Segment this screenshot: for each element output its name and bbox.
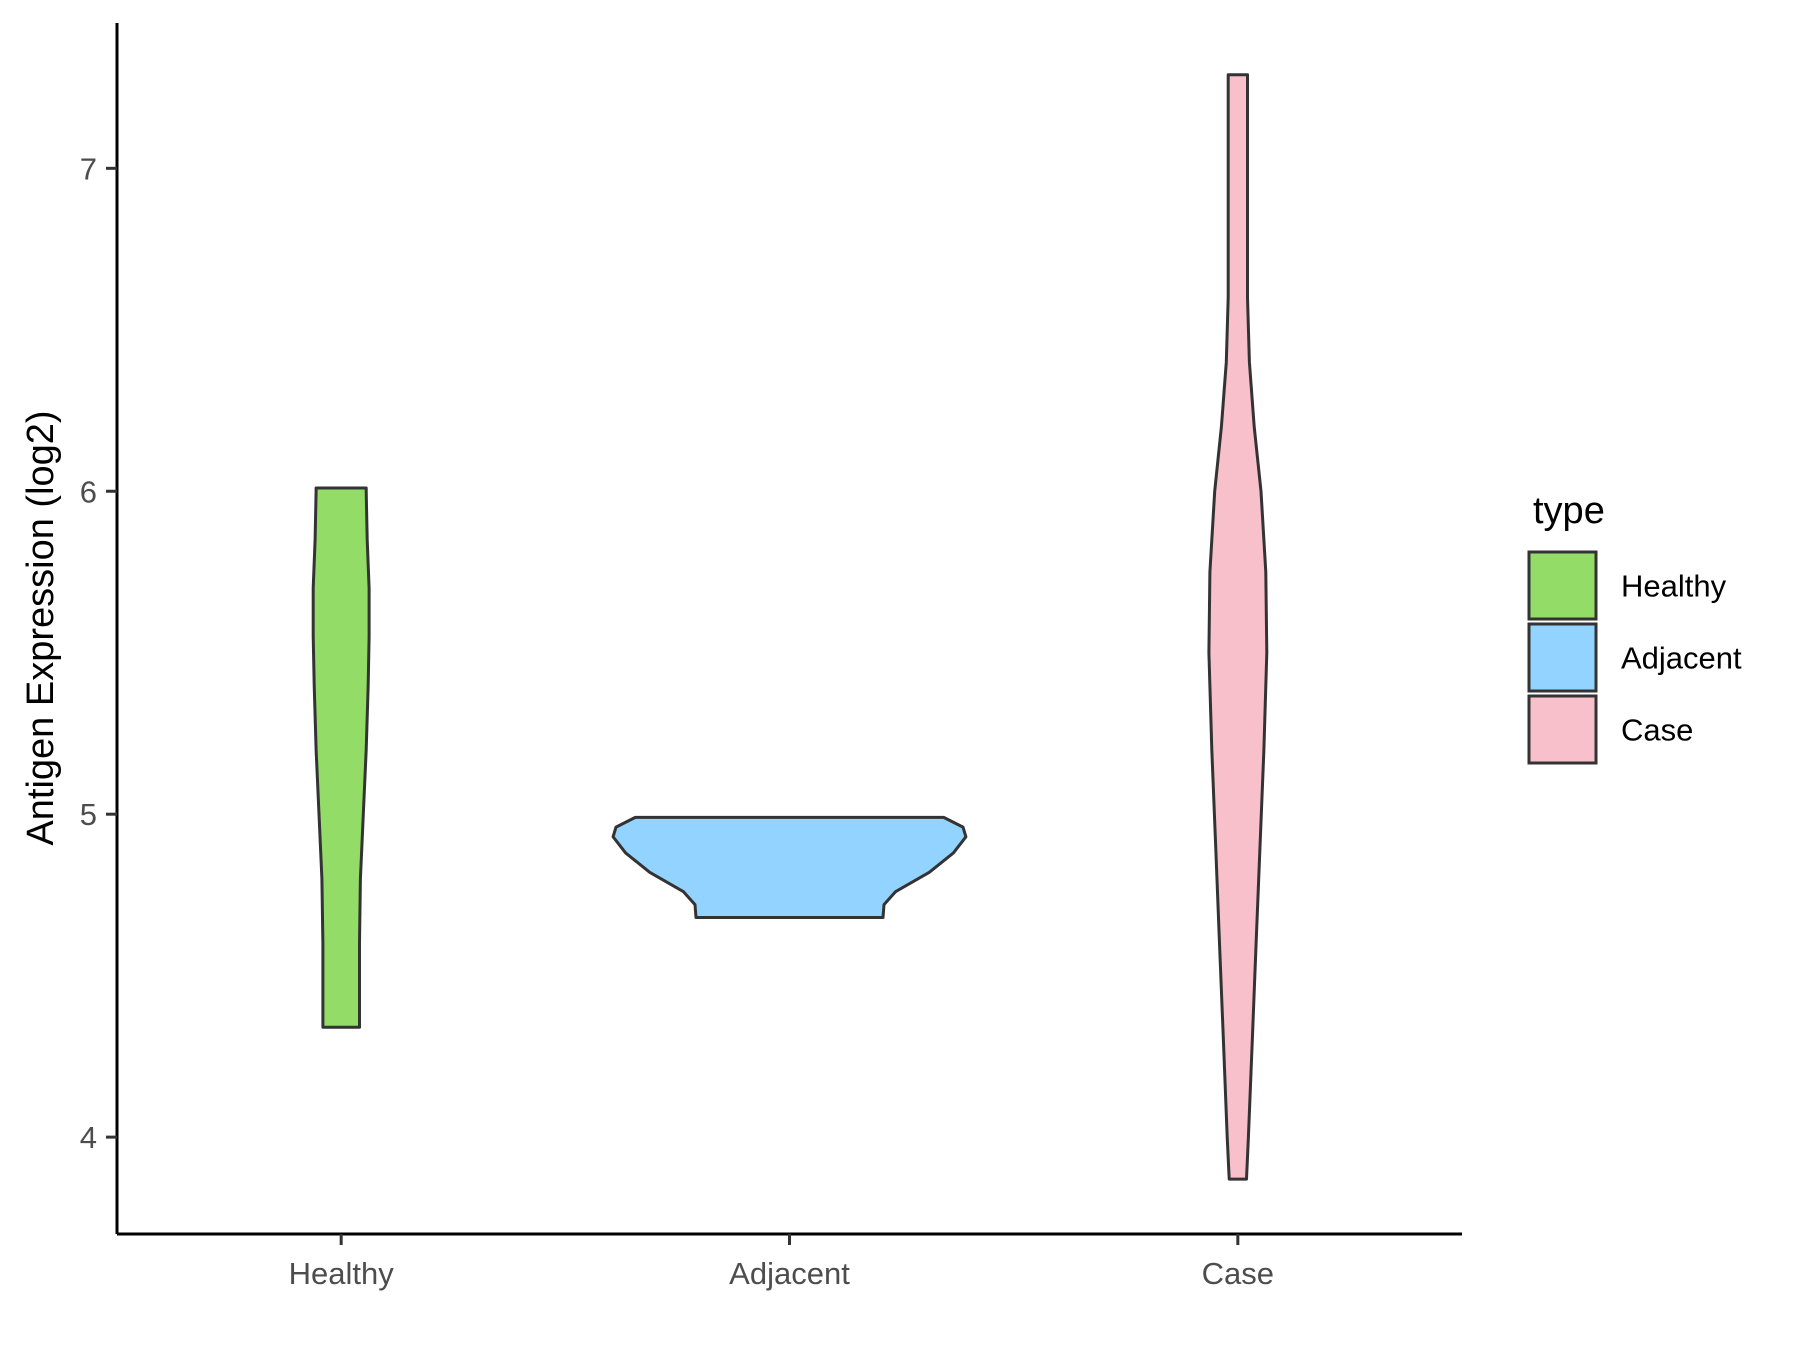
x-tick-label-case: Case bbox=[1202, 1256, 1274, 1291]
x-tick-label-adjacent: Adjacent bbox=[729, 1256, 850, 1291]
y-tick-label: 5 bbox=[80, 797, 97, 832]
y-tick-label: 4 bbox=[80, 1120, 97, 1155]
y-tick-label: 6 bbox=[80, 474, 97, 509]
y-tick-label: 7 bbox=[80, 151, 97, 186]
legend-key-healthy bbox=[1527, 550, 1598, 621]
legend-title: type bbox=[1533, 490, 1605, 532]
violin-healthy bbox=[311, 486, 371, 1029]
legend-key-adjacent bbox=[1527, 622, 1598, 693]
legend-label-case: Case bbox=[1621, 713, 1693, 748]
legend-key-case bbox=[1527, 694, 1598, 765]
legend-label-healthy: Healthy bbox=[1621, 569, 1727, 604]
legend: type Healthy Adjacent Case bbox=[1527, 490, 1742, 765]
y-axis-ticks: 4 5 6 7 bbox=[80, 151, 117, 1155]
y-axis-title: Antigen Expression (log2) bbox=[20, 410, 62, 845]
x-axis-ticks: Healthy Adjacent Case bbox=[289, 1234, 1274, 1291]
legend-label-adjacent: Adjacent bbox=[1621, 641, 1742, 676]
violin-case bbox=[1207, 73, 1269, 1181]
violin-adjacent bbox=[611, 815, 968, 919]
x-tick-label-healthy: Healthy bbox=[289, 1256, 395, 1291]
violin-group bbox=[311, 73, 1269, 1181]
